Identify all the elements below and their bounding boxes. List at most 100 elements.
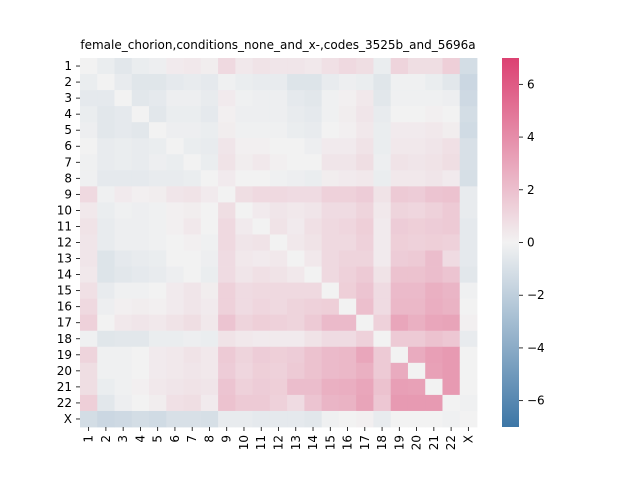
x-tick-label: 15 xyxy=(323,435,337,450)
heatmap-cell xyxy=(269,282,288,300)
heatmap-cell xyxy=(131,266,150,284)
heatmap-cell xyxy=(235,282,254,300)
heatmap-cell xyxy=(269,74,288,91)
heatmap-cell xyxy=(149,234,167,251)
heatmap-cell xyxy=(442,218,461,235)
heatmap-cell xyxy=(166,266,184,284)
heatmap-cell xyxy=(166,394,184,412)
heatmap-cell xyxy=(252,250,271,267)
heatmap-cell xyxy=(269,234,288,251)
heatmap-cell xyxy=(131,250,150,267)
colorbar-tick-label: −4 xyxy=(527,341,545,355)
heatmap-cell xyxy=(338,74,357,91)
heatmap-cell xyxy=(442,314,461,332)
heatmap-cell xyxy=(200,250,219,267)
x-tick-label: X xyxy=(461,435,475,443)
heatmap-cell xyxy=(321,170,340,187)
heatmap-cell xyxy=(166,298,184,316)
x-tick-label: 2 xyxy=(99,435,113,443)
heatmap-cell xyxy=(252,218,271,235)
x-tick-label: 18 xyxy=(375,435,389,450)
heatmap-cell xyxy=(235,154,254,171)
heatmap-cell xyxy=(80,106,98,123)
heatmap-cell xyxy=(356,58,374,75)
heatmap-cell xyxy=(304,74,323,91)
y-tick-label: 10 xyxy=(57,203,72,217)
heatmap-cell xyxy=(269,266,288,284)
heatmap-cell xyxy=(252,74,271,91)
heatmap-cell xyxy=(200,106,219,123)
heatmap-cell xyxy=(183,58,202,75)
heatmap-cell xyxy=(97,106,115,123)
heatmap-cell xyxy=(131,74,150,91)
heatmap-cell xyxy=(390,330,409,348)
heatmap-cell xyxy=(80,250,98,267)
heatmap-cell xyxy=(390,362,409,380)
heatmap-cell xyxy=(459,170,478,187)
heatmap-cell xyxy=(304,138,323,155)
heatmap-cell xyxy=(390,58,409,75)
heatmap-cell xyxy=(200,170,219,187)
heatmap-cell xyxy=(269,394,288,412)
heatmap-cell xyxy=(373,74,392,91)
y-tick-label: 19 xyxy=(57,348,72,362)
heatmap-cell xyxy=(425,106,443,123)
heatmap-cell xyxy=(149,202,167,219)
heatmap-cell xyxy=(252,106,271,123)
heatmap-cell xyxy=(252,138,271,155)
heatmap-cell xyxy=(235,362,254,380)
heatmap-cell xyxy=(459,378,478,396)
heatmap-cell xyxy=(97,122,115,139)
heatmap-cell xyxy=(114,202,133,219)
heatmap-cell xyxy=(338,346,357,364)
heatmap-cell xyxy=(407,90,426,107)
heatmap-cell xyxy=(373,330,392,348)
heatmap-cell xyxy=(149,378,167,396)
heatmap-cell xyxy=(252,330,271,348)
heatmap-cell xyxy=(407,74,426,91)
heatmap-cell xyxy=(218,346,236,364)
x-tick-label: 3 xyxy=(116,435,130,443)
heatmap-cell xyxy=(97,170,115,187)
heatmap-cell xyxy=(97,298,115,316)
heatmap-cell xyxy=(287,154,305,171)
heatmap-cell xyxy=(442,250,461,267)
heatmap-cell xyxy=(200,138,219,155)
heatmap-cell xyxy=(304,410,323,428)
heatmap-cell xyxy=(149,394,167,412)
heatmap-cell xyxy=(235,202,254,219)
heatmap-cell xyxy=(442,138,461,155)
heatmap-cell xyxy=(166,202,184,219)
heatmap-cell xyxy=(407,378,426,396)
heatmap-cell xyxy=(252,170,271,187)
heatmap-cell xyxy=(321,362,340,380)
heatmap-cell xyxy=(459,58,478,75)
heatmap-cell xyxy=(390,282,409,300)
heatmap-cell xyxy=(407,234,426,251)
heatmap-cell xyxy=(131,202,150,219)
heatmap-cell xyxy=(97,202,115,219)
heatmap-cell xyxy=(390,394,409,412)
x-tick-label: 16 xyxy=(341,435,355,450)
heatmap-cell xyxy=(97,394,115,412)
heatmap-cell xyxy=(373,202,392,219)
heatmap-cell xyxy=(218,138,236,155)
heatmap-cell xyxy=(304,170,323,187)
heatmap-cell xyxy=(218,266,236,284)
heatmap-cell xyxy=(287,138,305,155)
heatmap-cell xyxy=(218,74,236,91)
heatmap-cell xyxy=(407,154,426,171)
heatmap-cell xyxy=(218,282,236,300)
heatmap-cell xyxy=(149,58,167,75)
heatmap-cell xyxy=(287,330,305,348)
heatmap-cell xyxy=(114,106,133,123)
x-tick-label: 17 xyxy=(358,435,372,450)
heatmap-cell xyxy=(304,122,323,139)
heatmap-cell xyxy=(97,138,115,155)
heatmap-cell xyxy=(131,330,150,348)
heatmap-cell xyxy=(287,298,305,316)
heatmap-cell xyxy=(183,202,202,219)
heatmap-cell xyxy=(149,314,167,332)
heatmap-cell xyxy=(390,234,409,251)
y-tick-label: 6 xyxy=(64,139,72,153)
